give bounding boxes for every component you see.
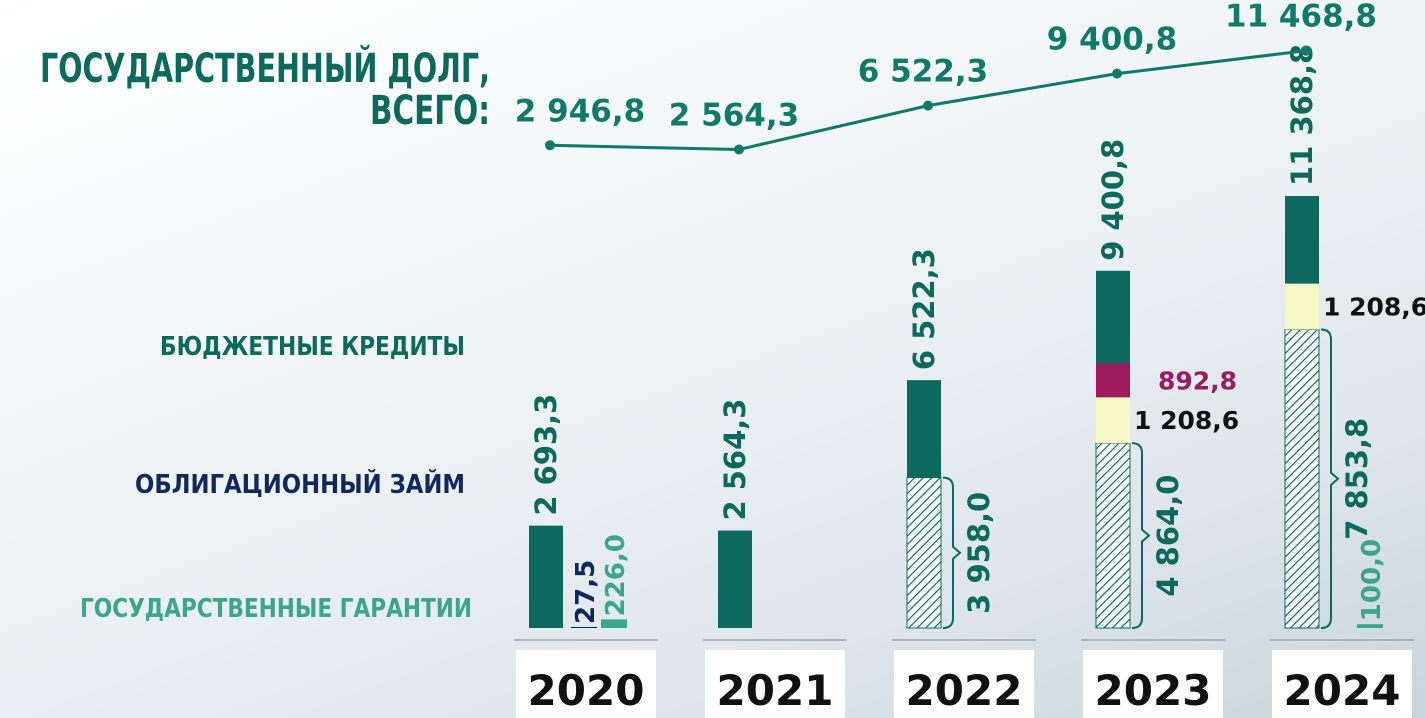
- x-tick-label: 2020: [528, 666, 645, 715]
- bar-segment: [906, 477, 942, 629]
- legend-label: ОБЛИГАЦИОННЫЙ ЗАЙМ: [135, 468, 465, 500]
- bar-segment: [1096, 397, 1130, 444]
- bar-label: 2 693,3: [529, 394, 563, 516]
- segment-label: 3 958,0: [962, 492, 996, 614]
- bracket: [942, 476, 962, 629]
- bar-label: 100,0: [1357, 539, 1387, 621]
- segment-label: 1 208,6: [1134, 406, 1239, 435]
- line-point: [1301, 45, 1311, 56]
- bar: [601, 619, 627, 628]
- bar: [571, 626, 597, 628]
- line-label: 2 564,3: [669, 98, 799, 134]
- year-box: [705, 650, 845, 718]
- year-box: [1272, 650, 1412, 718]
- x-tick-label: 2021: [717, 666, 834, 715]
- line-point: [734, 144, 744, 155]
- bar-label: 27,5: [571, 560, 601, 624]
- segment-label: 7 853,8: [1340, 418, 1374, 540]
- line-label: 2 946,8: [515, 93, 645, 129]
- line-label: 6 522,3: [858, 54, 988, 90]
- bar-label: 9 400,8: [1096, 139, 1130, 261]
- legend-label: ГОСУДАРСТВЕННЫЕ ГАРАНТИИ: [80, 594, 472, 624]
- bar-segment: [1095, 442, 1131, 629]
- bracket: [1131, 442, 1151, 629]
- year-box: [516, 650, 656, 718]
- bar-segment: [1284, 329, 1320, 629]
- segment-label: 4 864,0: [1151, 475, 1185, 597]
- x-tick-label: 2023: [1095, 666, 1212, 715]
- x-tick-label: 2022: [906, 666, 1023, 715]
- line-label: 9 400,8: [1047, 22, 1177, 58]
- line-point: [923, 100, 933, 111]
- bar-label: 2 564,3: [718, 399, 752, 521]
- bar-label: 6 522,3: [907, 248, 941, 370]
- year-box: [894, 650, 1034, 718]
- bar-label: 11 368,8: [1285, 44, 1319, 186]
- line-label: 11 468,8: [1225, 0, 1377, 35]
- title: ГОСУДАРСТВЕННЫЙ ДОЛГ,: [40, 44, 490, 92]
- line-point: [545, 140, 555, 151]
- year-box: [1083, 650, 1223, 718]
- bar: [1357, 624, 1383, 628]
- bar-segment: [1285, 283, 1319, 330]
- bar: [718, 530, 752, 628]
- bar: [529, 525, 563, 628]
- bracket: [1320, 328, 1340, 629]
- bar-segment: [1096, 363, 1130, 398]
- title: ВСЕГО:: [370, 88, 490, 134]
- bar-label: 226,0: [601, 534, 631, 616]
- segment-label: 892,8: [1158, 366, 1237, 395]
- segment-label: 1 208,6: [1323, 293, 1425, 322]
- line-point: [1112, 68, 1122, 79]
- x-tick-label: 2024: [1284, 666, 1401, 715]
- legend-label: БЮДЖЕТНЫЕ КРЕДИТЫ: [160, 332, 465, 362]
